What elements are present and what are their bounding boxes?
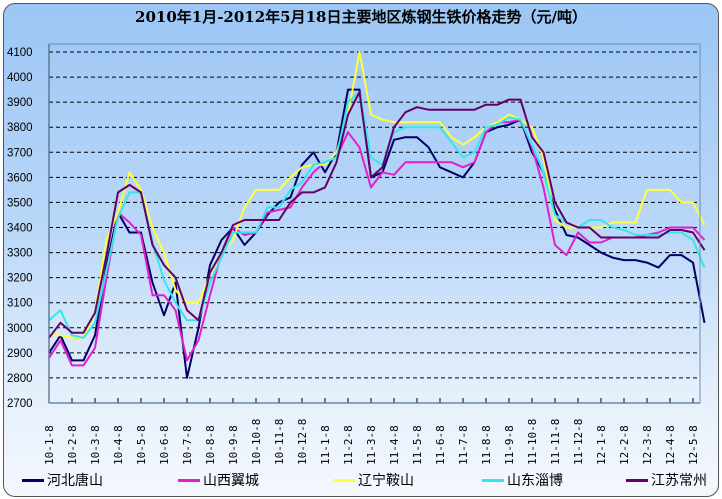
x-tick-label: 11-7-8 <box>457 425 470 465</box>
x-tick-label: 10-11-8 <box>273 419 286 465</box>
x-tick-label: 10-12-8 <box>296 419 309 465</box>
x-tick-label: 11-8-8 <box>480 425 493 465</box>
series-lines <box>48 51 706 379</box>
y-tick-label: 2900 <box>7 348 33 360</box>
series-line <box>48 118 706 367</box>
legend-label: 山西翼城 <box>203 473 259 489</box>
chart-title: 2010年1月-2012年5月18日主要地区炼钢生铁价格走势（元/吨） <box>135 8 587 26</box>
y-tick-label: 4000 <box>7 72 33 84</box>
x-tick-label: 11-1-8 <box>319 425 332 465</box>
legend-item-zibo: 山东淄博 <box>482 470 563 490</box>
x-tick-label: 10-1-8 <box>43 425 56 465</box>
legend-label: 江苏常州 <box>651 473 707 489</box>
x-tick-label: 10-2-8 <box>66 425 79 465</box>
x-tick-label: 11-10-8 <box>526 419 539 465</box>
y-tick-label: 3200 <box>7 273 33 285</box>
x-tick-label: 12-4-8 <box>664 425 677 465</box>
x-tick-label: 10-10-8 <box>250 419 263 465</box>
x-tick-label: 10-4-8 <box>112 425 125 465</box>
x-tick-label: 10-9-8 <box>227 425 240 465</box>
y-tick-label: 2700 <box>7 398 33 410</box>
legend-swatch <box>482 478 504 482</box>
series-line <box>48 88 706 379</box>
legend-item-yicheng: 山西翼城 <box>178 470 259 490</box>
y-tick-label: 2800 <box>7 373 33 385</box>
legend: 河北唐山 山西翼城 辽宁鞍山 山东淄博 江苏常州 <box>0 470 722 492</box>
x-tick-label: 12-5-8 <box>687 425 700 465</box>
x-tick-label: 11-12-8 <box>572 419 585 465</box>
y-tick-label: 3600 <box>7 172 33 184</box>
chart-frame <box>3 3 719 497</box>
legend-item-tangshan: 河北唐山 <box>22 470 103 490</box>
x-tick-label: 10-7-8 <box>181 425 194 465</box>
axes <box>48 43 701 404</box>
legend-swatch <box>333 478 355 482</box>
series-line <box>49 51 706 339</box>
x-tick-label: 10-5-8 <box>135 425 148 465</box>
x-tick-label: 10-6-8 <box>158 425 171 465</box>
x-tick-label: 10-3-8 <box>89 425 102 465</box>
x-tick-label: 12-1-8 <box>595 425 608 465</box>
x-tick-label: 12-3-8 <box>641 425 654 465</box>
x-tick-label: 11-6-8 <box>434 425 447 465</box>
y-tick-label: 3700 <box>7 147 33 159</box>
legend-item-changzhou: 江苏常州 <box>626 470 707 490</box>
legend-swatch <box>178 478 200 482</box>
y-tick-label: 4100 <box>7 47 33 59</box>
y-tick-label: 3300 <box>7 248 33 260</box>
x-tick-label: 12-2-8 <box>618 425 631 465</box>
y-tick-label: 3100 <box>7 298 33 310</box>
y-tick-label: 3000 <box>7 323 33 335</box>
x-tick-label: 11-5-8 <box>411 425 424 465</box>
x-tick-label: 11-4-8 <box>388 425 401 465</box>
x-tick-label: 11-3-8 <box>365 425 378 465</box>
y-tick-label: 3500 <box>7 197 33 209</box>
legend-swatch <box>626 478 648 482</box>
series-line <box>48 91 706 339</box>
y-tick-label: 3900 <box>7 97 33 109</box>
line-chart: 2700 2800 2900 3000 3100 3200 3300 3400 3500 3600… <box>7 43 706 465</box>
legend-label: 山东淄博 <box>507 473 563 489</box>
x-tick-label: 11-11-8 <box>549 419 562 465</box>
legend-item-anshan: 辽宁鞍山 <box>333 470 414 490</box>
legend-label: 河北唐山 <box>47 473 103 489</box>
y-tick-label: 3800 <box>7 122 33 134</box>
legend-label: 辽宁鞍山 <box>358 473 414 489</box>
x-tick-label: 10-8-8 <box>204 425 217 465</box>
y-axis-ticks: 2700 2800 2900 3000 3100 3200 3300 3400 3500 3600… <box>7 47 33 410</box>
legend-swatch <box>22 478 44 482</box>
y-tick-label: 3400 <box>7 223 33 235</box>
x-tick-label: 11-2-8 <box>342 425 355 465</box>
series-line <box>48 91 706 339</box>
x-tick-label: 11-9-8 <box>503 425 516 465</box>
x-axis-ticks: 10-1-8 10-2-8 10-3-8 10-4-8 10-5-8 10-6-8 10-7… <box>43 398 700 465</box>
